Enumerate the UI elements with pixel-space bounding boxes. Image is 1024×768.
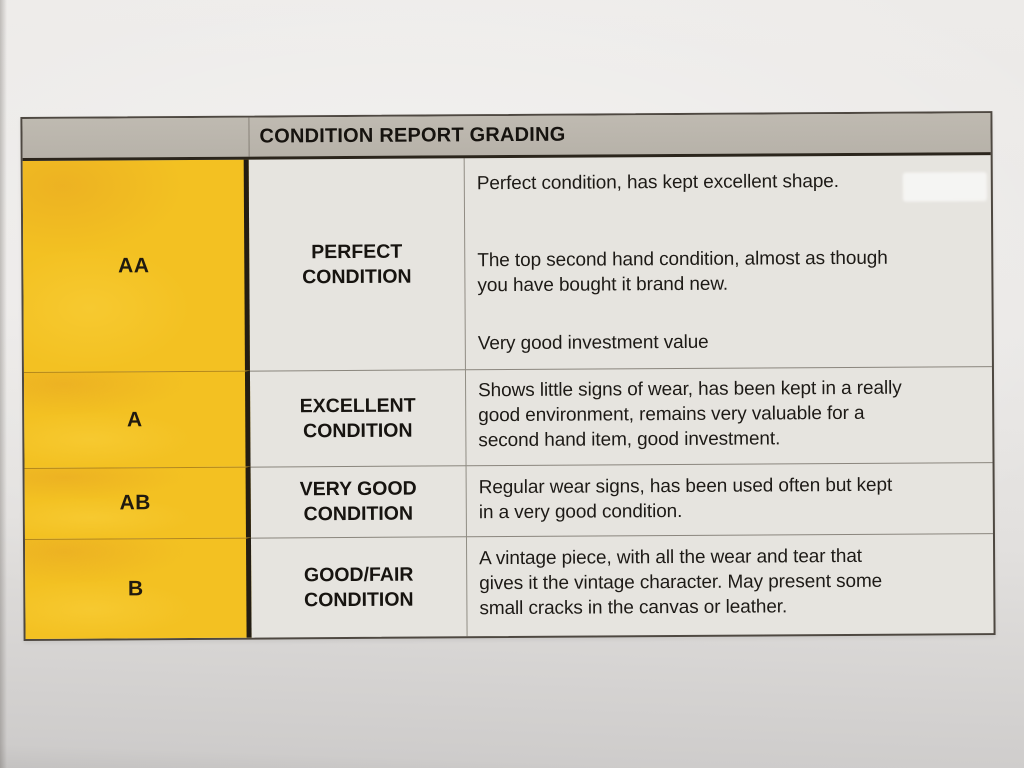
description-line: Regular wear signs, has been used often … <box>478 474 893 499</box>
grade-label: B <box>127 576 144 600</box>
description-line: small cracks in the canvas or leather. <box>479 596 788 620</box>
description-line: you have bought it brand new. <box>477 273 729 297</box>
condition-name-cell: EXCELLENT CONDITION <box>249 369 467 467</box>
condition-name-line: CONDITION <box>303 419 413 442</box>
condition-name-line: CONDITION <box>304 588 414 611</box>
header-column-divider <box>248 117 250 157</box>
description-line: Very good investment value <box>477 331 709 355</box>
grade-label: AA <box>118 253 150 277</box>
description-line: Shows little signs of wear, has been kep… <box>478 377 902 402</box>
table-row: A EXCELLENT CONDITION Shows little signs… <box>23 366 993 468</box>
grade-cell: A <box>23 370 251 468</box>
description-cell: Regular wear signs, has been used often … <box>466 462 993 537</box>
table-row: AA PERFECT CONDITION Perfect condition, … <box>22 155 992 372</box>
grade-label: AB <box>119 491 152 515</box>
description-line: A vintage piece, with all the wear and t… <box>479 545 862 570</box>
condition-name-line: GOOD/FAIR <box>303 563 414 586</box>
description-line: in a very good condition. <box>478 500 683 524</box>
condition-grading-table: CONDITION REPORT GRADING AA PERFECT COND… <box>20 111 996 641</box>
description-cell: A vintage piece, with all the wear and t… <box>466 533 994 637</box>
condition-name-line: EXCELLENT <box>299 394 416 417</box>
condition-name-cell: GOOD/FAIR CONDITION <box>250 536 468 638</box>
condition-name-cell: PERFECT CONDITION <box>248 158 466 371</box>
description-cell: Shows little signs of wear, has been kep… <box>465 366 993 466</box>
description-line: The top second hand condition, almost as… <box>477 247 888 272</box>
condition-name-line: PERFECT <box>311 240 403 263</box>
grade-cell: AB <box>24 466 251 539</box>
description-line: good environment, remains very valuable … <box>478 402 865 427</box>
condition-name-cell: VERY GOOD CONDITION <box>250 465 467 538</box>
table-row: B GOOD/FAIR CONDITION A vintage piece, w… <box>24 533 994 639</box>
condition-name-line: CONDITION <box>302 265 412 288</box>
grade-cell: B <box>24 537 252 639</box>
table-title: CONDITION REPORT GRADING <box>259 123 566 148</box>
table-header-bar: CONDITION REPORT GRADING <box>22 113 991 161</box>
table-row: AB VERY GOOD CONDITION Regular wear sign… <box>24 462 993 539</box>
correction-patch <box>902 172 987 202</box>
grade-cell: AA <box>22 159 250 372</box>
grade-label: A <box>126 407 143 431</box>
description-line: second hand item, good investment. <box>478 428 781 452</box>
description-line: gives it the vintage character. May pres… <box>479 570 883 595</box>
condition-name-line: VERY GOOD <box>299 477 417 501</box>
condition-name-line: CONDITION <box>303 502 414 526</box>
